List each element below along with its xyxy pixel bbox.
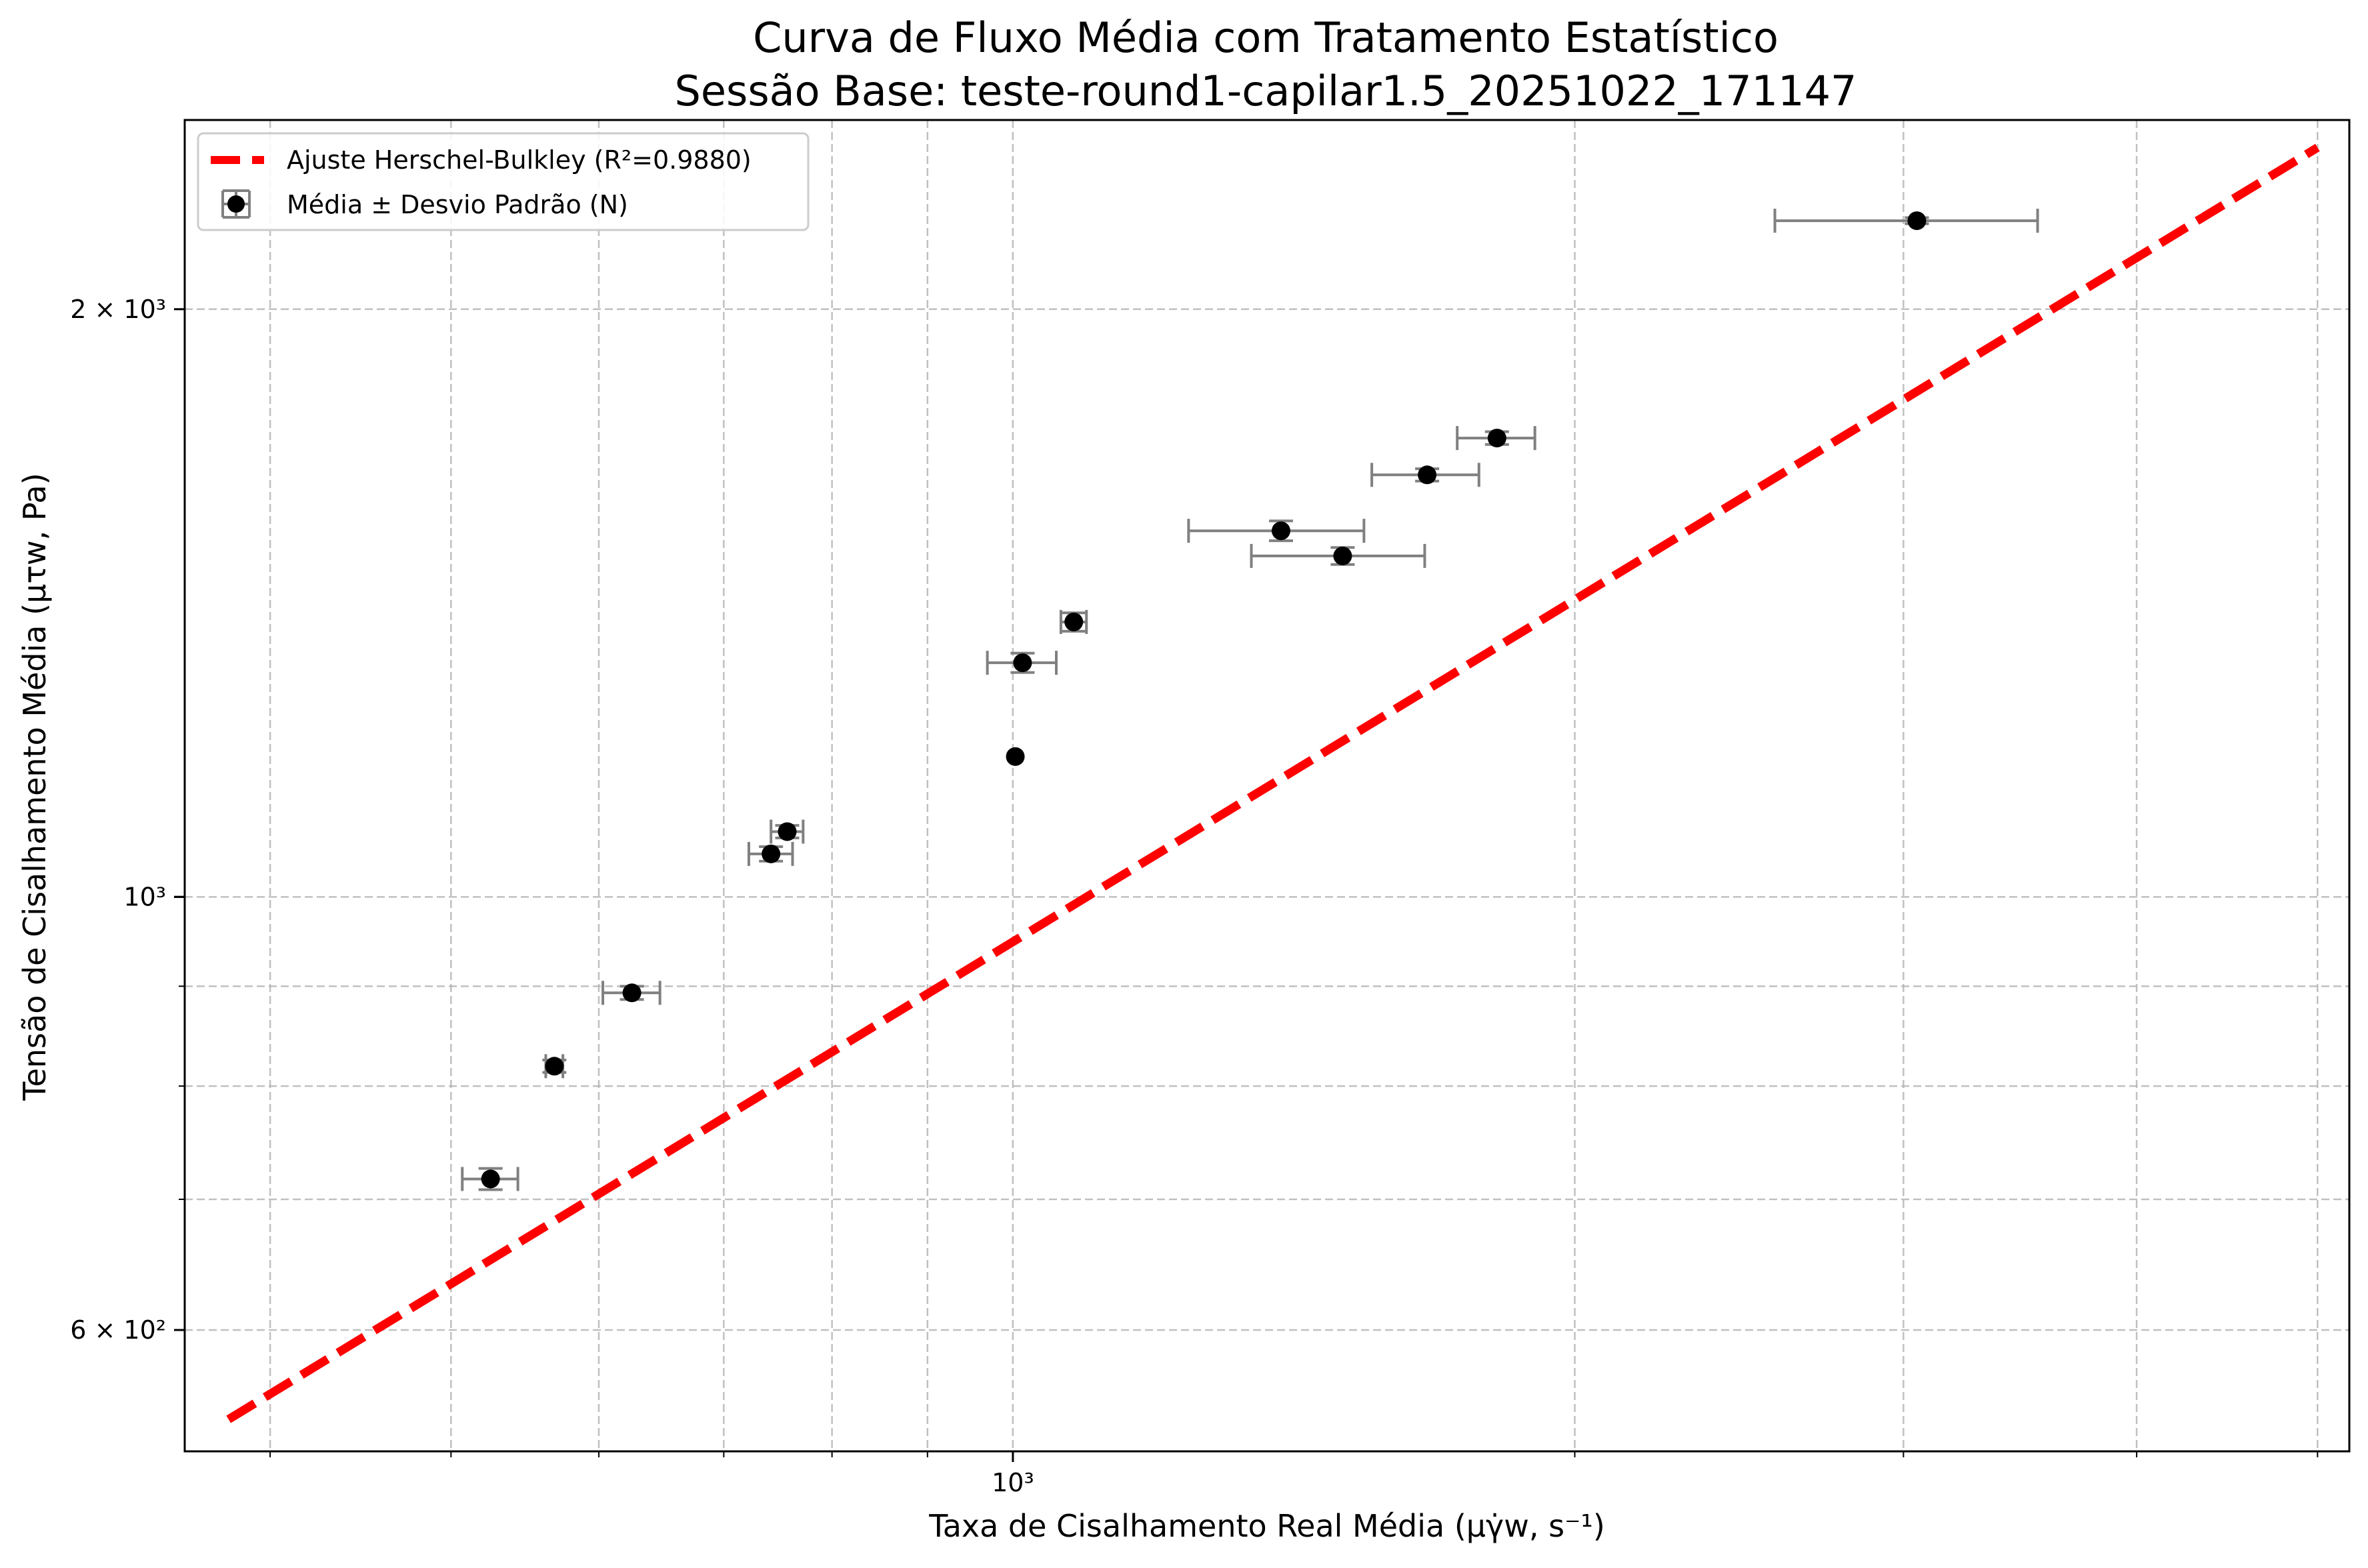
data-point (778, 822, 797, 841)
legend-errorbar-swatch (221, 189, 251, 219)
data-point (1907, 211, 1927, 231)
legend-label-fit: Ajuste Herschel-Bulkley (R²=0.9880) (287, 145, 752, 175)
legend: Ajuste Herschel-Bulkley (R²=0.9880) Médi… (197, 132, 810, 231)
data-point (1418, 465, 1437, 485)
x-tick-label: 10³ (992, 1468, 1034, 1497)
fit-line-layer (226, 143, 2320, 1423)
fit-line (226, 143, 2320, 1423)
y-tick-label: 10³ (123, 882, 166, 911)
data-point (481, 1169, 500, 1189)
data-point (1487, 429, 1506, 448)
legend-box (197, 132, 810, 231)
grid (185, 120, 2349, 1451)
data-point (1333, 546, 1352, 565)
y-axis-label: Tensão de Cisalhamento Média (μτw, Pa) (17, 473, 53, 1101)
y-tick-label: 6 × 10² (70, 1315, 166, 1345)
plot-frame (183, 119, 2351, 1453)
data-point (1064, 612, 1084, 631)
y-tick-label: 2 × 10³ (70, 295, 166, 324)
data-point (622, 983, 642, 1003)
chart-subtitle: Sessão Base: teste-round1-capilar1.5_202… (675, 67, 1857, 115)
data-point (1271, 521, 1290, 541)
data-point (1013, 653, 1032, 673)
data-point (1006, 747, 1025, 766)
legend-label-points: Média ± Desvio Padrão (N) (287, 190, 628, 219)
points-layer (481, 211, 1927, 1189)
x-axis-label: Taxa de Cisalhamento Real Média (μγ̇w, s… (928, 1508, 1605, 1544)
ticks: 10³ 6 × 10² 10³ 2 × 10³ (70, 295, 2319, 1497)
chart-title: Curva de Fluxo Média com Tratamento Esta… (753, 13, 1779, 62)
data-point (545, 1057, 564, 1076)
data-point (762, 844, 781, 863)
